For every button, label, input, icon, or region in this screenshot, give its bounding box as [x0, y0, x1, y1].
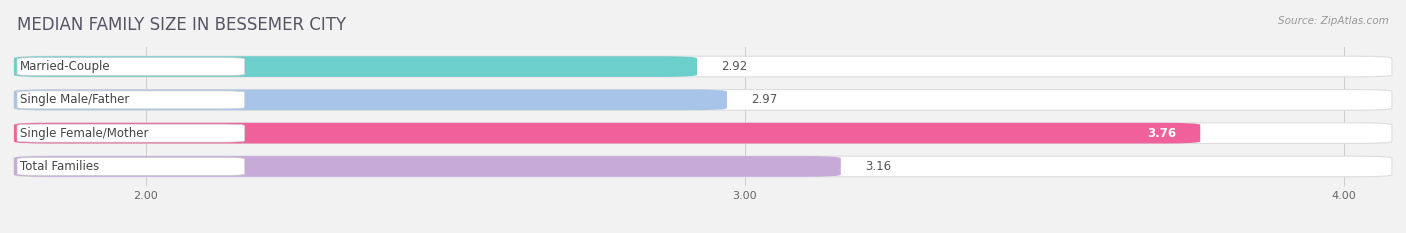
Text: MEDIAN FAMILY SIZE IN BESSEMER CITY: MEDIAN FAMILY SIZE IN BESSEMER CITY	[17, 16, 346, 34]
Text: Single Male/Father: Single Male/Father	[20, 93, 129, 106]
Text: 2.97: 2.97	[751, 93, 778, 106]
FancyBboxPatch shape	[14, 89, 727, 110]
Text: Total Families: Total Families	[20, 160, 100, 173]
Text: Married-Couple: Married-Couple	[20, 60, 111, 73]
FancyBboxPatch shape	[17, 58, 245, 75]
FancyBboxPatch shape	[17, 158, 245, 175]
FancyBboxPatch shape	[14, 156, 841, 177]
Text: 3.16: 3.16	[865, 160, 891, 173]
Text: Source: ZipAtlas.com: Source: ZipAtlas.com	[1278, 16, 1389, 26]
FancyBboxPatch shape	[14, 56, 1392, 77]
FancyBboxPatch shape	[14, 156, 1392, 177]
FancyBboxPatch shape	[17, 91, 245, 109]
FancyBboxPatch shape	[14, 56, 697, 77]
FancyBboxPatch shape	[17, 124, 245, 142]
FancyBboxPatch shape	[14, 123, 1392, 144]
FancyBboxPatch shape	[14, 123, 1201, 144]
Text: Single Female/Mother: Single Female/Mother	[20, 127, 149, 140]
Text: 3.76: 3.76	[1147, 127, 1177, 140]
Text: 2.92: 2.92	[721, 60, 747, 73]
FancyBboxPatch shape	[14, 89, 1392, 110]
